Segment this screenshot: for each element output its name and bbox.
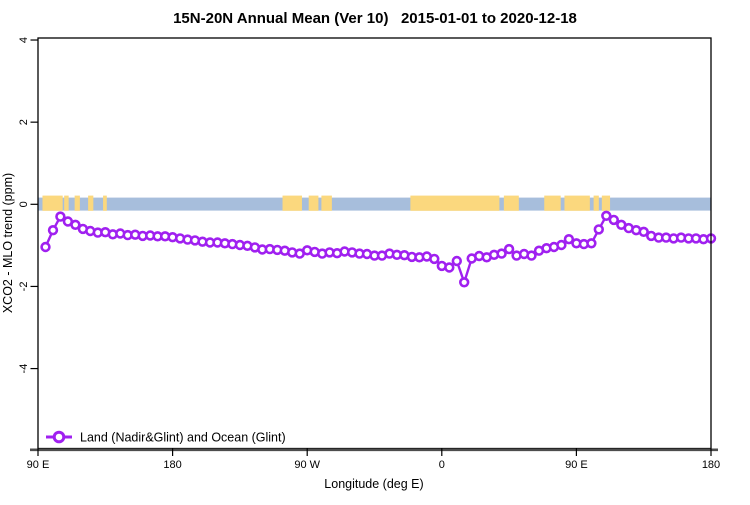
data-point-marker xyxy=(429,253,440,265)
land-band-segment xyxy=(282,195,302,211)
y-axis-ticks: 4 2 0 -2 -4 xyxy=(18,37,38,374)
data-point-marker xyxy=(586,238,597,249)
legend-label: Land (Nadir&Glint) and Ocean (Glint) xyxy=(80,431,286,445)
land-band-segment xyxy=(593,195,599,211)
data-point-marker xyxy=(601,210,612,222)
data-point-marker xyxy=(47,225,59,236)
land-band-segment xyxy=(601,195,611,211)
series-polyline xyxy=(44,214,713,284)
data-point-marker xyxy=(608,214,619,226)
y-tick-label: 0 xyxy=(18,201,30,207)
data-point-marker xyxy=(563,234,575,245)
land-band-segment xyxy=(42,195,63,211)
land-band-segment xyxy=(544,195,561,211)
x-tick-label: 180 xyxy=(702,459,720,471)
land-band-segment xyxy=(88,195,94,211)
y-tick-label: -4 xyxy=(18,364,30,374)
plot-border xyxy=(37,37,712,450)
data-point-marker xyxy=(40,241,51,253)
land-band-segment xyxy=(564,195,590,211)
x-tick-label: 0 xyxy=(439,459,445,471)
land-band-segment xyxy=(74,195,80,211)
data-point-marker xyxy=(503,243,515,255)
data-point-marker xyxy=(451,255,462,267)
y-axis-title: XCO2 - MLO trend (ppm) xyxy=(1,173,15,313)
data-point-marker xyxy=(556,239,567,251)
land-band-segment xyxy=(103,195,107,211)
data-point-marker xyxy=(459,277,470,288)
ocean-band-segment xyxy=(38,197,711,211)
land-band-segment xyxy=(503,195,519,211)
land-band-segment xyxy=(321,195,332,211)
x-tick-label: 90 E xyxy=(565,459,588,471)
data-point-marker xyxy=(638,226,649,238)
legend-circle-marker xyxy=(52,430,66,444)
y-tick-label: 4 xyxy=(18,37,30,43)
data-point-marker xyxy=(593,224,604,235)
land-ocean-band xyxy=(38,195,711,211)
y-tick-label: -2 xyxy=(18,282,30,292)
data-point-marker xyxy=(70,219,81,231)
x-axis-ticks: 90 E 180 90 W 0 90 E 180 xyxy=(27,448,720,471)
x-tick-label: 90 W xyxy=(294,459,320,471)
x-tick-label: 90 E xyxy=(27,459,50,471)
y-tick-label: 2 xyxy=(18,119,30,125)
data-series-line xyxy=(40,210,717,288)
data-point-marker xyxy=(55,211,66,222)
land-band-segment xyxy=(410,195,500,211)
x-axis-title: Longitude (deg E) xyxy=(324,477,423,491)
land-band-segment xyxy=(308,195,319,211)
data-point-marker xyxy=(526,250,537,261)
legend: Land (Nadir&Glint) and Ocean (Glint) xyxy=(46,431,286,445)
chart-title: 15N-20N Annual Mean (Ver 10) 2015-01-01 … xyxy=(173,10,577,27)
x-tick-label: 180 xyxy=(163,459,181,471)
data-point-marker xyxy=(496,248,507,259)
land-band-segment xyxy=(64,195,69,211)
data-point-marker xyxy=(444,262,455,273)
plot-frame xyxy=(30,37,718,452)
